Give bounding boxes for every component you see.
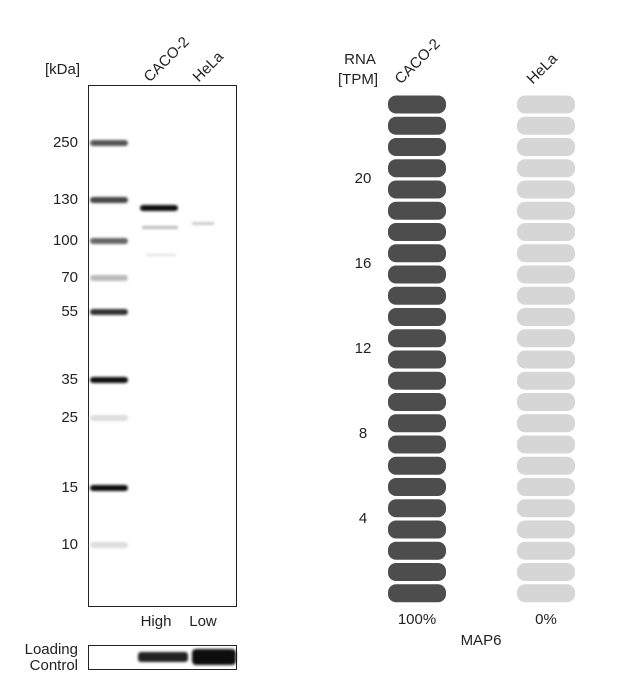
- band: [138, 652, 188, 662]
- unit-label: [kDa]: [45, 61, 80, 78]
- rna-pill: [517, 414, 575, 433]
- rna-pill: [517, 350, 575, 369]
- rna-pill: [388, 435, 446, 454]
- band: [140, 205, 178, 211]
- rna-pill: [388, 499, 446, 518]
- rna-pill: [388, 201, 446, 220]
- rna-axis-label: RNA: [344, 51, 376, 68]
- rna-pill: [517, 329, 575, 348]
- blot-frame: [88, 85, 237, 607]
- loading-bands: [138, 649, 236, 665]
- marker-band: [90, 275, 128, 281]
- rna-pill: [517, 520, 575, 539]
- rna-pill: [517, 138, 575, 156]
- band: [142, 226, 178, 229]
- rna-pill: [517, 308, 575, 326]
- rna-pill: [517, 456, 575, 475]
- intensity-label: High: [141, 613, 172, 630]
- rna-pill: [388, 584, 446, 603]
- gene-name: MAP6: [461, 632, 502, 649]
- percentage: 100%: [398, 611, 436, 628]
- marker-band: [90, 197, 128, 203]
- marker-band: [90, 309, 128, 315]
- rna-pill: [517, 244, 575, 263]
- rna-pill: [388, 116, 446, 135]
- rna-pill: [517, 499, 575, 518]
- rna-pill: [517, 584, 575, 603]
- rna-pill: [388, 456, 446, 475]
- rna-pill: [388, 520, 446, 539]
- rna-pill: [517, 95, 575, 114]
- rna-tick-label: 16: [355, 255, 372, 272]
- marker-band: [90, 485, 128, 491]
- percentage: 0%: [535, 611, 557, 628]
- sample-bands: [140, 205, 214, 256]
- rna-pill: [388, 286, 446, 305]
- rna-pill: [388, 414, 446, 433]
- rna-pill: [388, 95, 446, 114]
- marker-label: 250: [53, 134, 78, 151]
- rna-pill: [517, 201, 575, 220]
- rna-pill: [388, 308, 446, 326]
- marker-band: [90, 542, 128, 548]
- marker-ladder: [90, 140, 128, 548]
- rna-pill: [388, 541, 446, 560]
- rna-pill: [517, 159, 575, 178]
- marker-label: 10: [61, 536, 78, 553]
- marker-band: [90, 238, 128, 244]
- band: [192, 222, 214, 225]
- rna-pill: [517, 223, 575, 241]
- rna-pill: [517, 478, 575, 496]
- marker-label: 130: [53, 191, 78, 208]
- rna-pill: [388, 478, 446, 496]
- marker-label: 55: [61, 303, 78, 320]
- rna-pill: [388, 393, 446, 411]
- marker-label: 25: [61, 409, 78, 426]
- rna-pill: [517, 393, 575, 411]
- rna-pill: [388, 138, 446, 156]
- intensity-label: Low: [189, 613, 217, 630]
- rna-pill: [388, 180, 446, 199]
- rna-pill: [388, 329, 446, 348]
- rna-tick-label: 4: [359, 510, 367, 527]
- rna-pill: [517, 286, 575, 305]
- rna-pill: [388, 563, 446, 581]
- rna-pill: [517, 563, 575, 581]
- marker-label: 15: [61, 479, 78, 496]
- rna-pill: [517, 541, 575, 560]
- loading-label: Loading: [25, 641, 78, 658]
- rna-pill: [388, 350, 446, 369]
- rna-pill: [517, 116, 575, 135]
- rna-pill: [388, 159, 446, 178]
- rna-pill: [517, 180, 575, 199]
- rna-pill: [517, 435, 575, 454]
- rna-pill: [517, 371, 575, 390]
- rna-pill: [388, 244, 446, 263]
- loading-label: Control: [30, 657, 78, 674]
- rna-pill: [388, 223, 446, 241]
- rna-tick-label: 20: [355, 170, 372, 187]
- band: [192, 649, 236, 665]
- rna-pill: [517, 265, 575, 284]
- marker-label: 100: [53, 232, 78, 249]
- band: [146, 254, 176, 256]
- rna-tick-label: 12: [355, 340, 372, 357]
- marker-label: 70: [61, 269, 78, 286]
- rna-pill: [388, 265, 446, 284]
- marker-band: [90, 377, 128, 383]
- marker-label: 35: [61, 371, 78, 388]
- marker-band: [90, 140, 128, 146]
- rna-tick-label: 8: [359, 425, 367, 442]
- rna-pill: [388, 371, 446, 390]
- marker-band: [90, 415, 128, 421]
- rna-axis-label: [TPM]: [338, 71, 378, 88]
